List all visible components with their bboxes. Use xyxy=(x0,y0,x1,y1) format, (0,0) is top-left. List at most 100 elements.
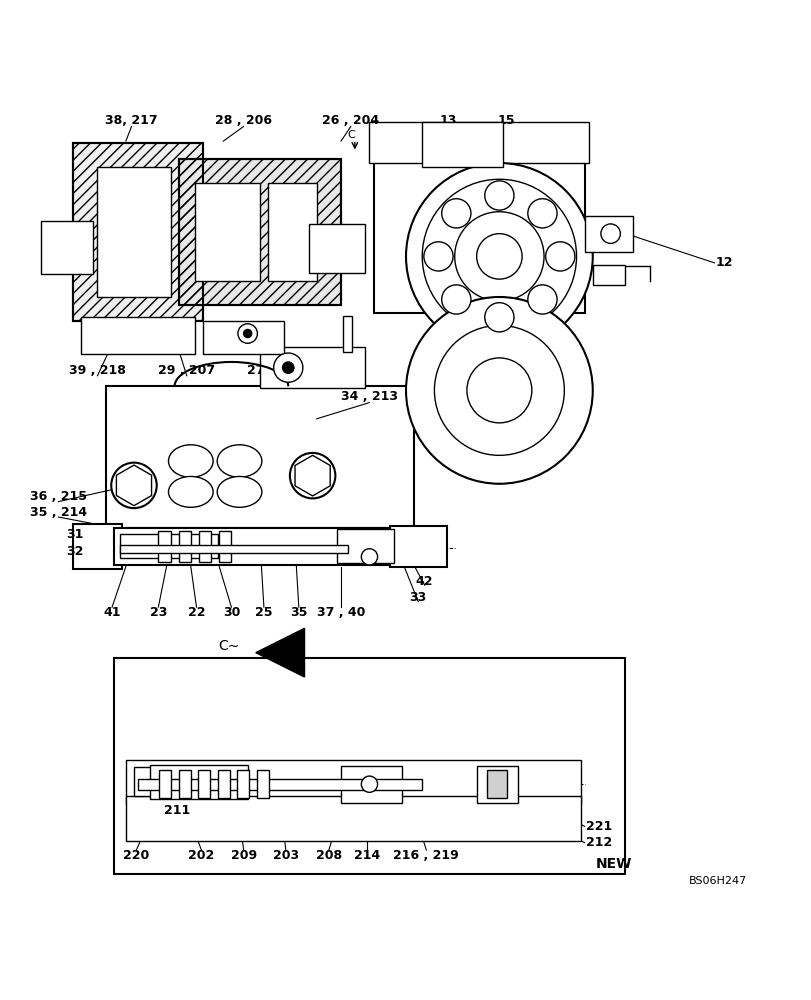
Text: 31: 31 xyxy=(66,528,84,541)
Text: 220: 220 xyxy=(123,849,149,862)
Ellipse shape xyxy=(217,445,261,477)
Bar xyxy=(199,531,211,562)
Text: 38, 217: 38, 217 xyxy=(105,114,157,127)
Text: 30: 30 xyxy=(222,606,240,619)
Circle shape xyxy=(111,463,157,508)
Text: 209: 209 xyxy=(230,849,256,862)
Text: 35: 35 xyxy=(290,606,307,619)
Circle shape xyxy=(527,199,556,228)
Text: 36 , 215: 36 , 215 xyxy=(30,490,87,503)
Text: 33: 33 xyxy=(409,591,427,604)
Circle shape xyxy=(454,212,543,301)
Bar xyxy=(126,760,580,804)
Bar xyxy=(105,386,414,528)
Bar xyxy=(584,216,633,252)
Bar xyxy=(178,531,191,562)
Bar xyxy=(73,143,203,321)
Bar xyxy=(81,317,195,354)
Bar xyxy=(150,765,247,799)
Bar xyxy=(268,183,316,281)
Bar xyxy=(260,347,365,388)
Ellipse shape xyxy=(169,476,212,507)
Text: 19: 19 xyxy=(338,364,356,377)
Text: 203: 203 xyxy=(272,849,298,862)
Text: BS06H247: BS06H247 xyxy=(688,876,746,886)
Bar xyxy=(114,528,397,565)
Circle shape xyxy=(243,329,251,338)
Text: 13: 13 xyxy=(439,114,457,127)
Text: 210: 210 xyxy=(164,787,190,800)
Text: 12: 12 xyxy=(714,256,732,269)
Circle shape xyxy=(527,285,556,314)
Circle shape xyxy=(238,324,257,343)
Polygon shape xyxy=(255,628,304,677)
Text: 22: 22 xyxy=(187,606,205,619)
Circle shape xyxy=(600,224,620,243)
Circle shape xyxy=(422,179,576,334)
Circle shape xyxy=(484,181,513,210)
Circle shape xyxy=(406,297,592,484)
Bar xyxy=(73,143,203,321)
Circle shape xyxy=(441,285,470,314)
Text: 212: 212 xyxy=(586,836,611,849)
Bar xyxy=(178,159,341,305)
Bar xyxy=(159,770,171,798)
Circle shape xyxy=(466,358,531,423)
Text: 208: 208 xyxy=(315,849,341,862)
Text: C∼: C∼ xyxy=(218,639,239,653)
Circle shape xyxy=(423,242,453,271)
Text: 27 , 205: 27 , 205 xyxy=(247,364,304,377)
Circle shape xyxy=(406,163,592,350)
Bar xyxy=(120,545,347,553)
Circle shape xyxy=(545,242,574,271)
Bar xyxy=(337,529,393,563)
Bar xyxy=(389,526,446,567)
Bar xyxy=(203,321,284,354)
Bar xyxy=(97,167,170,297)
Bar xyxy=(217,770,230,798)
Bar xyxy=(120,534,217,558)
Text: 221: 221 xyxy=(586,820,611,833)
Bar xyxy=(237,770,249,798)
Circle shape xyxy=(273,353,303,382)
Bar xyxy=(114,658,624,874)
Circle shape xyxy=(361,776,377,792)
Polygon shape xyxy=(116,465,152,506)
Text: 26 , 204: 26 , 204 xyxy=(322,114,379,127)
Bar xyxy=(178,159,341,305)
Circle shape xyxy=(484,303,513,332)
Circle shape xyxy=(290,453,335,498)
Text: 39 , 218: 39 , 218 xyxy=(69,364,126,377)
Bar xyxy=(369,122,588,163)
Bar xyxy=(487,770,507,798)
Bar xyxy=(341,766,401,803)
Text: 25: 25 xyxy=(255,606,272,619)
Bar xyxy=(41,221,93,274)
Polygon shape xyxy=(294,455,330,496)
Text: 41: 41 xyxy=(103,606,121,619)
Circle shape xyxy=(282,362,294,373)
Text: 216 , 219: 216 , 219 xyxy=(393,849,458,862)
Bar xyxy=(592,265,624,285)
Text: 37 , 40: 37 , 40 xyxy=(316,606,365,619)
Bar xyxy=(477,766,517,803)
Text: 23: 23 xyxy=(149,606,167,619)
Bar xyxy=(219,531,231,562)
Circle shape xyxy=(301,464,324,487)
Text: 42: 42 xyxy=(415,575,433,588)
Circle shape xyxy=(361,549,377,565)
Bar xyxy=(158,531,170,562)
Circle shape xyxy=(476,234,521,279)
Text: 28 , 206: 28 , 206 xyxy=(215,114,272,127)
Text: 211: 211 xyxy=(164,804,190,817)
Ellipse shape xyxy=(217,476,261,507)
Text: 32: 32 xyxy=(66,545,84,558)
Text: 35 , 214: 35 , 214 xyxy=(30,506,87,519)
Circle shape xyxy=(122,474,145,497)
Text: 34 , 213: 34 , 213 xyxy=(341,390,397,403)
Bar xyxy=(422,122,503,167)
Text: 15: 15 xyxy=(496,114,514,127)
Bar xyxy=(134,767,199,796)
Circle shape xyxy=(434,325,564,455)
Bar xyxy=(195,183,260,281)
